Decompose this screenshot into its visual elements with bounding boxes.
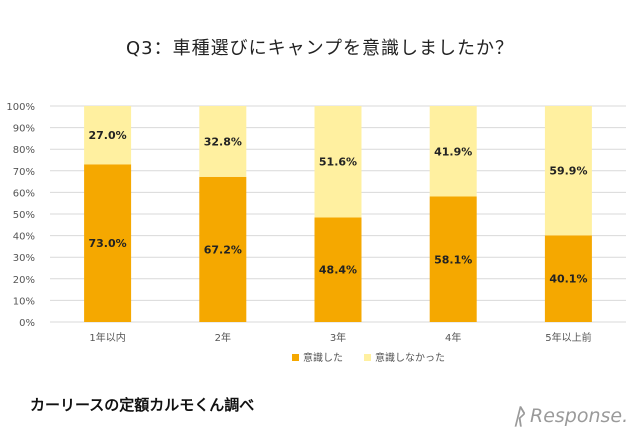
y-tick-label: 80% — [13, 145, 35, 156]
response-logo: Response. — [530, 405, 629, 427]
data-label: 51.6% — [319, 156, 357, 169]
bar-segment — [544, 235, 592, 322]
bar-segment — [429, 196, 477, 322]
x-axis-ticks: 1年以内 2年 3年 4年 5年以上前 — [89, 331, 591, 344]
bar-segment — [84, 164, 132, 322]
legend: 意識した 意識しなかった — [292, 351, 445, 364]
y-axis-ticks: 0% 10% 20% 30% 40% 50% 60% 70% 80% 90% 100% — [6, 102, 35, 329]
response-logo-icon: ᚱ — [512, 405, 526, 430]
bar-segment — [429, 106, 477, 197]
stacked-bar-chart: 73.0% 27.0% 67.2% 32.8% 48.4% 51.6% 58.1% 41.9%… — [6, 102, 626, 364]
data-label: 32.8% — [204, 135, 242, 148]
bar-segment — [84, 106, 132, 165]
y-tick-label: 30% — [13, 253, 35, 264]
value-labels: 73.0% 27.0% 67.2% 32.8% 48.4% 51.6% 58.1% 41.9%… — [89, 129, 588, 286]
legend-label: 意識しなかった — [375, 351, 445, 364]
y-tick-label: 50% — [13, 210, 35, 221]
y-tick-label: 70% — [13, 167, 35, 178]
y-tick-label: 20% — [13, 275, 35, 286]
y-tick-label: 10% — [13, 296, 35, 307]
data-label: 67.2% — [204, 243, 242, 256]
bar-segment — [199, 106, 247, 177]
x-tick-label: 4年 — [445, 331, 461, 344]
legend-swatch — [364, 354, 371, 361]
y-tick-label: 90% — [13, 124, 35, 135]
bar-segment — [314, 106, 362, 218]
y-tick-label: 40% — [13, 232, 35, 243]
source-label: カーリースの定額カルモくん調べ — [30, 396, 255, 414]
x-tick-label: 5年以上前 — [545, 331, 591, 344]
bar-segment — [544, 106, 592, 236]
data-label: 48.4% — [319, 264, 357, 277]
x-tick-label: 3年 — [330, 331, 346, 344]
chart-title: Q3：車種選びにキャンプを意識しましたか？ — [125, 38, 515, 59]
legend-swatch — [292, 354, 299, 361]
data-label: 40.1% — [549, 273, 587, 286]
bar-segment — [314, 217, 362, 322]
y-tick-label: 100% — [6, 102, 35, 113]
x-tick-label: 2年 — [215, 331, 231, 344]
x-tick-label: 1年以内 — [89, 331, 125, 344]
bars — [84, 106, 592, 322]
data-label: 59.9% — [549, 165, 587, 178]
bar-segment — [199, 176, 247, 322]
data-label: 27.0% — [89, 129, 127, 142]
y-tick-label: 0% — [19, 318, 35, 329]
legend-label: 意識した — [303, 351, 343, 364]
data-label: 41.9% — [434, 145, 472, 158]
data-label: 73.0% — [89, 237, 127, 250]
y-tick-label: 60% — [13, 188, 35, 199]
data-label: 58.1% — [434, 253, 472, 266]
